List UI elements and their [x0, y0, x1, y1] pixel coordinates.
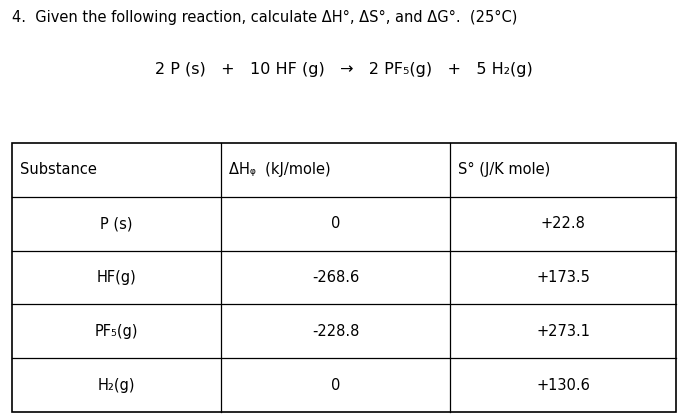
Text: H₂(g): H₂(g) [98, 377, 136, 393]
Text: HF(g): HF(g) [97, 270, 136, 285]
Text: +130.6: +130.6 [536, 377, 590, 393]
Text: -228.8: -228.8 [312, 324, 359, 339]
Text: Substance: Substance [20, 163, 97, 177]
Text: -268.6: -268.6 [312, 270, 359, 285]
Bar [12, 143, 676, 412]
Text: 0: 0 [331, 216, 341, 231]
Text: S° (J/K mole): S° (J/K mole) [458, 162, 550, 177]
Text: ΔHᵩ  (kJ/mole): ΔHᵩ (kJ/mole) [229, 163, 331, 177]
Text: +22.8: +22.8 [541, 216, 585, 231]
Text: 4.  Given the following reaction, calculate ΔH°, ΔS°, and ΔG°.  (25°C): 4. Given the following reaction, calcula… [12, 10, 517, 25]
Text: +173.5: +173.5 [536, 270, 590, 285]
Text: 0: 0 [331, 377, 341, 393]
Text: PF₅(g): PF₅(g) [95, 324, 138, 339]
Text: 2 P (s)   +   10 HF (g)   →   2 PF₅(g)   +   5 H₂(g): 2 P (s) + 10 HF (g) → 2 PF₅(g) + 5 H₂(g) [155, 62, 533, 77]
Text: +273.1: +273.1 [536, 324, 590, 339]
Text: P (s): P (s) [100, 216, 133, 231]
